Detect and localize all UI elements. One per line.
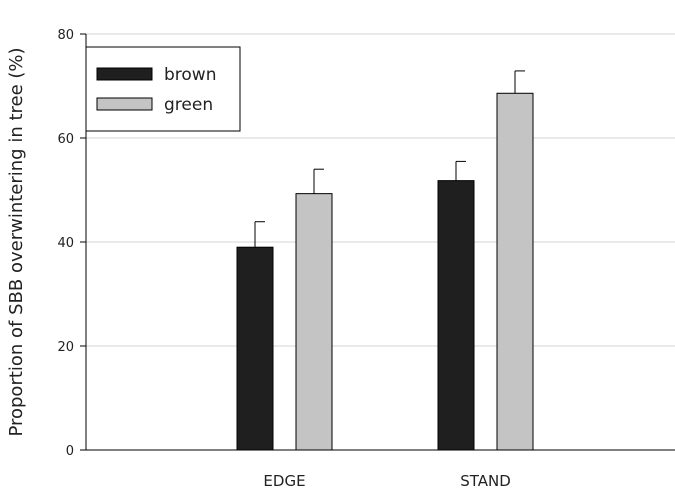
legend-swatch-brown	[96, 67, 153, 81]
bar-green-stand	[496, 92, 534, 451]
legend-label-brown: brown	[164, 65, 217, 85]
y-tick-label: 0	[66, 444, 74, 459]
y-tick-label: 40	[57, 236, 74, 251]
y-tick-label: 80	[57, 28, 74, 43]
legend: brown green	[85, 46, 241, 132]
bar-brown-stand	[437, 180, 475, 451]
bar-green-edge	[295, 193, 333, 451]
y-tick-label: 60	[57, 132, 74, 147]
y-tick-label: 20	[57, 340, 74, 355]
x-axis-ticks: EDGE STAND	[263, 472, 510, 490]
legend-swatch-green	[96, 97, 153, 111]
y-axis-label: Proportion of SBB overwintering in tree …	[6, 47, 27, 436]
gridlines	[86, 33, 675, 347]
legend-box	[85, 46, 241, 132]
legend-label-green: green	[164, 95, 213, 115]
x-tick-label: STAND	[460, 472, 511, 490]
bar-brown-edge	[236, 246, 274, 451]
x-tick-label: EDGE	[263, 472, 305, 490]
bars	[236, 70, 534, 451]
y-axis-ticks: 0 20 40 60 80	[57, 28, 86, 459]
